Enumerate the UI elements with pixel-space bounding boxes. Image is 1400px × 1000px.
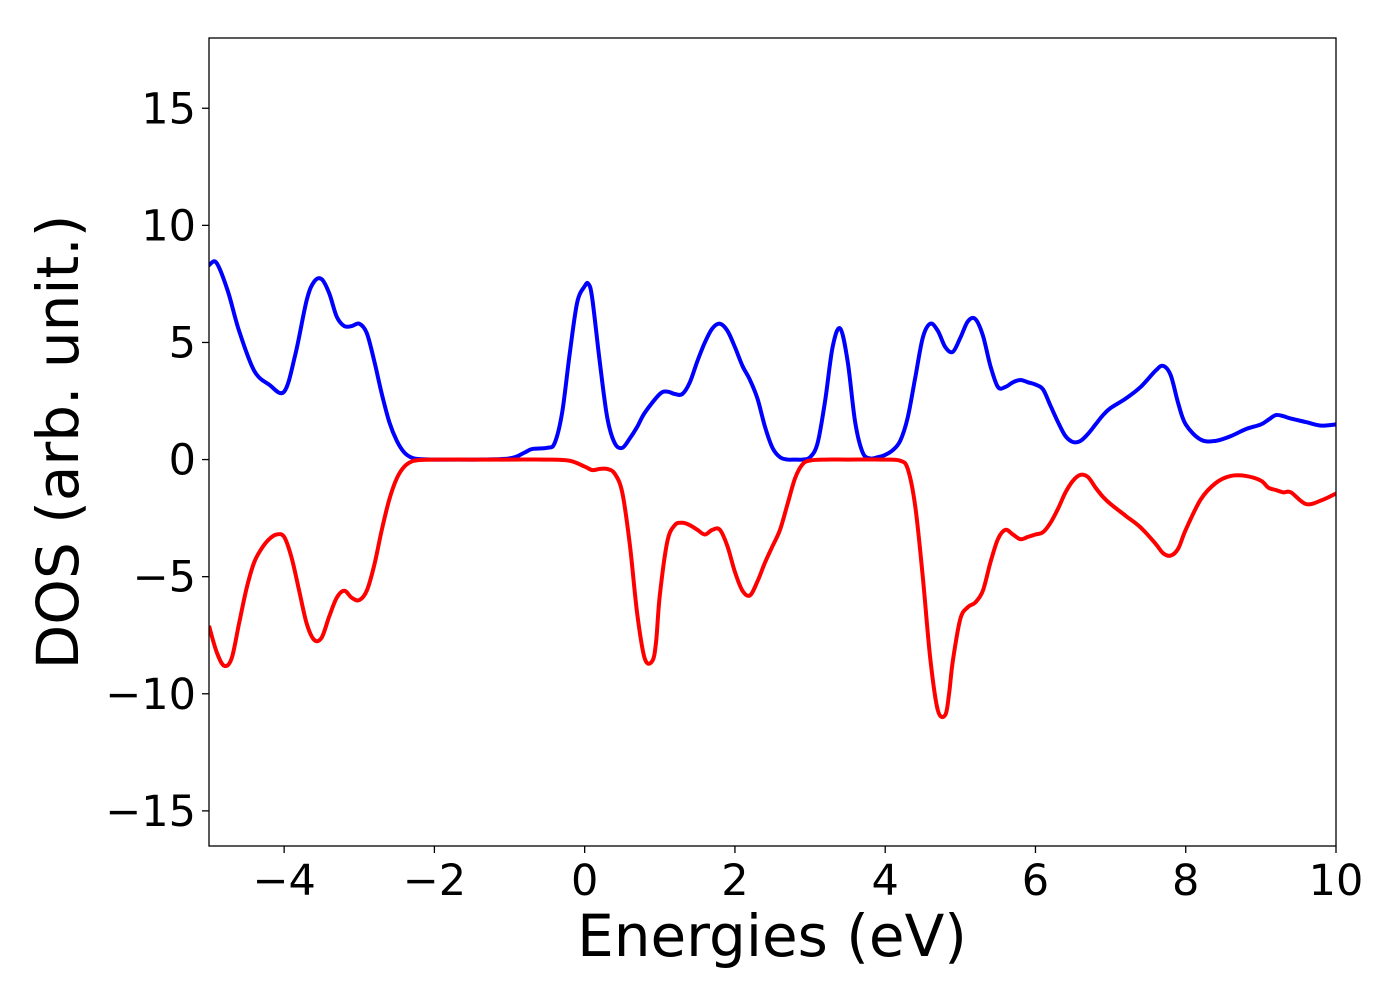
plot-area (208, 37, 1337, 847)
x-tick-label: 8 (1172, 856, 1199, 906)
y-axis-label: DOS (arb. unit.) (24, 215, 92, 670)
y-tick-label: −10 (105, 670, 196, 720)
y-tick-label: −15 (105, 787, 196, 837)
y-axis-ticks: −15 −10 −5 0 5 10 15 (105, 84, 209, 837)
x-tick-label: 2 (721, 856, 748, 906)
x-tick-label: 0 (571, 856, 598, 906)
y-tick-label: 0 (169, 436, 196, 486)
x-tick-label: −2 (403, 856, 466, 906)
x-tick-label: 6 (1022, 856, 1049, 906)
x-tick-label: 4 (872, 856, 899, 906)
plot-frame (208, 37, 1337, 847)
series-line-spin-up (209, 259, 1336, 462)
y-tick-label: 10 (141, 201, 196, 251)
y-tick-label: −5 (133, 553, 196, 603)
series-line-spin-down (209, 457, 1336, 720)
x-tick-label: 10 (1309, 856, 1364, 906)
x-axis-ticks: −4 −2 0 2 4 6 8 10 (252, 846, 1363, 906)
x-tick-label: −4 (252, 856, 315, 906)
x-axis-label: Energies (eV) (577, 902, 967, 970)
series-layer (209, 259, 1336, 720)
y-tick-label: 5 (169, 318, 196, 368)
y-tick-label: 15 (141, 84, 196, 134)
